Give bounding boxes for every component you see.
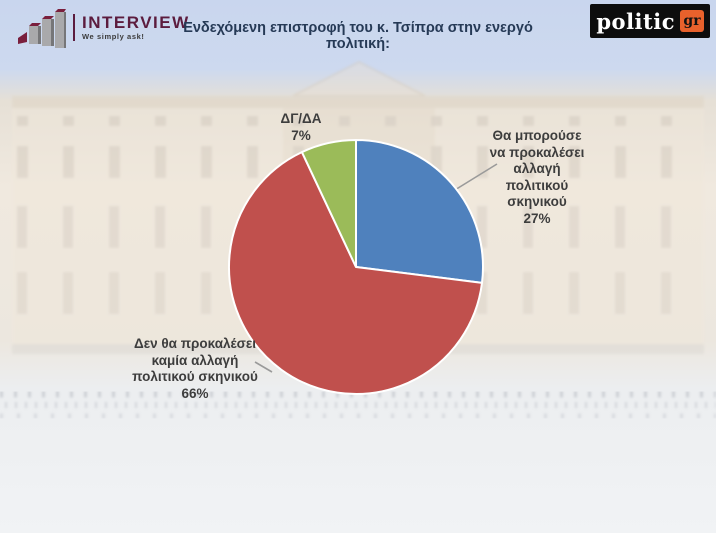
- label-no-change: Δεν θα προκαλέσει καμία αλλαγή πολιτικού…: [132, 336, 258, 401]
- interview-logo: INTERVIEW We simply ask!: [14, 4, 190, 50]
- interview-bars-icon: [18, 9, 66, 48]
- politic-logo-gr-badge: gr: [680, 10, 704, 32]
- pie-slice-no-change: [228, 151, 483, 395]
- pie-slice-dk-na: [300, 139, 357, 268]
- poll-question-title: Ενδεχόμενη επιστροφή του κ. Τσίπρα στην …: [183, 20, 533, 52]
- leader-line-could-change: [449, 163, 498, 194]
- interview-logo-name: INTERVIEW: [82, 12, 190, 32]
- politic-gr-logo: politic gr: [590, 4, 710, 38]
- label-dk-na: ΔΓ/ΔΑ 7%: [280, 111, 322, 143]
- politic-logo-text: politic: [596, 8, 675, 34]
- pie-slices-group: [228, 139, 484, 395]
- crowd-silhouettes: [0, 390, 716, 419]
- pie-slice-could-change: [355, 139, 484, 284]
- interview-logo-tagline: We simply ask!: [82, 31, 145, 41]
- leader-line-no-change: [254, 361, 273, 373]
- label-could-change: Θα μπορούσε να προκαλέσει αλλαγή πολιτικ…: [489, 128, 585, 226]
